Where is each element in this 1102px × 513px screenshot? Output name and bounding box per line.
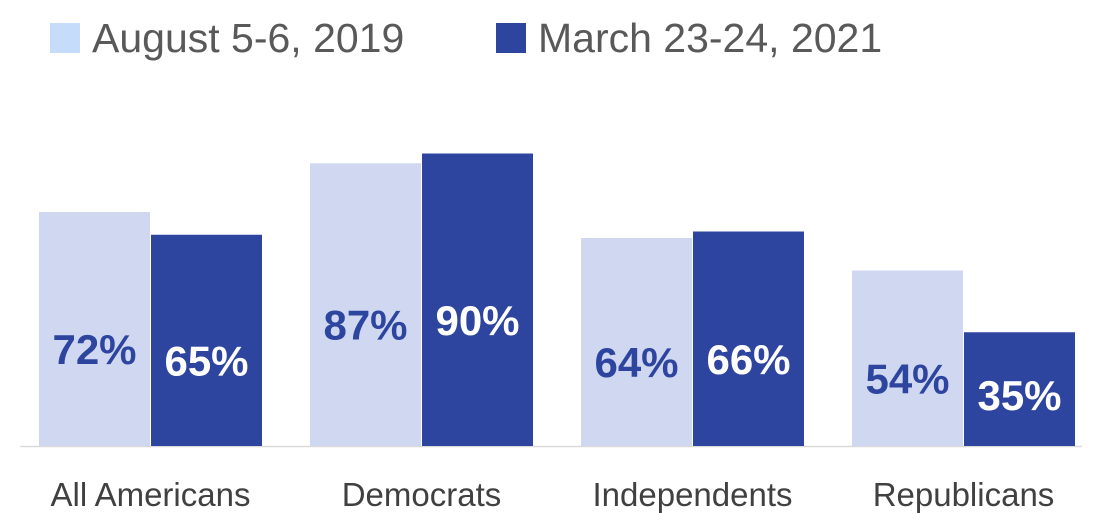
chart-legend: August 5-6, 2019 March 23-24, 2021	[0, 0, 1102, 80]
bar-2019-republicans	[852, 270, 963, 446]
data-label-2021-democrats: 90%	[435, 297, 519, 344]
bar-2021-independents	[693, 231, 804, 446]
bar-2021-republicans	[964, 332, 1075, 446]
bar-2021-all-americans	[151, 234, 262, 446]
legend-item-2019: August 5-6, 2019	[50, 8, 404, 68]
legend-label-2021: March 23-24, 2021	[538, 14, 883, 61]
category-label-all-americans: All Americans	[51, 476, 251, 513]
legend-item-2021: March 23-24, 2021	[496, 8, 882, 68]
data-label-2019-all-americans: 72%	[52, 326, 136, 373]
category-label-republicans: Republicans	[873, 476, 1055, 513]
legend-label-2019: August 5-6, 2019	[92, 14, 405, 61]
category-label-democrats: Democrats	[342, 476, 502, 513]
data-label-2021-independents: 66%	[706, 336, 790, 383]
data-label-2021-republicans: 35%	[977, 372, 1061, 419]
legend-swatch-2019	[50, 23, 80, 53]
bar-2019-independents	[581, 238, 692, 446]
data-label-2021-all-americans: 65%	[164, 337, 248, 384]
bar-2019-democrats	[310, 163, 421, 446]
data-label-2019-republicans: 54%	[865, 355, 949, 402]
legend-swatch-2021	[496, 23, 526, 53]
data-label-2019-democrats: 87%	[323, 302, 407, 349]
bar-2019-all-americans	[39, 212, 150, 446]
bar-2021-democrats	[422, 153, 533, 446]
category-label-independents: Independents	[592, 476, 792, 513]
data-label-2019-independents: 64%	[594, 339, 678, 386]
